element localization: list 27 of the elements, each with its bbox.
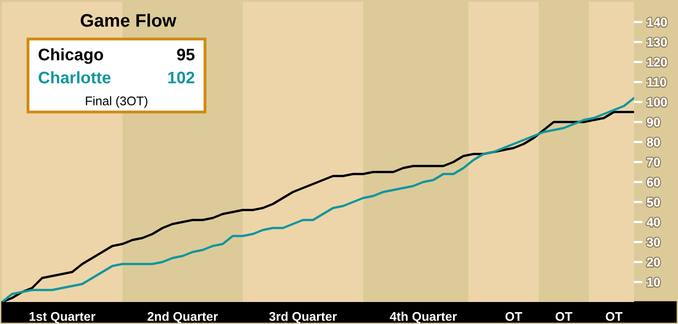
x-tick-label: 1st Quarter — [30, 312, 96, 324]
y-tick-label: 50 — [646, 198, 660, 207]
y-tick-label: 10 — [647, 278, 660, 287]
text: Charlotte — [38, 71, 111, 84]
y-tick-label: 80 — [646, 138, 660, 147]
x-tick-label: 4th Quarter — [390, 312, 457, 324]
y-tick-label: 40 — [646, 218, 660, 227]
x-tick-label: OT — [606, 312, 622, 321]
x-tick-label: 3rd Quarter — [269, 312, 337, 324]
text: Chicago — [38, 48, 104, 64]
y-tick-label: 110 — [647, 78, 666, 87]
text: Game Flow — [80, 14, 176, 27]
y-tick-label: 60 — [646, 178, 660, 187]
x-tick-label: OT — [505, 312, 522, 321]
annotation: Final (3OT) — [86, 96, 148, 108]
x-tick-label: 2nd Quarter — [148, 312, 218, 324]
y-tick-label: 140 — [647, 18, 667, 27]
y-tick-label: 90 — [646, 118, 660, 127]
y-tick-label: 130 — [647, 38, 667, 47]
y-tick-label: 120 — [647, 58, 667, 67]
y-tick-label: 20 — [646, 258, 660, 267]
annotation: 95 — [177, 48, 195, 60]
y-tick-label: 30 — [646, 238, 660, 247]
annotation: 102 — [168, 72, 194, 84]
x-tick-label: OT — [556, 312, 572, 321]
y-tick-label: 100 — [647, 98, 667, 107]
y-tick-label: 70 — [647, 158, 660, 167]
